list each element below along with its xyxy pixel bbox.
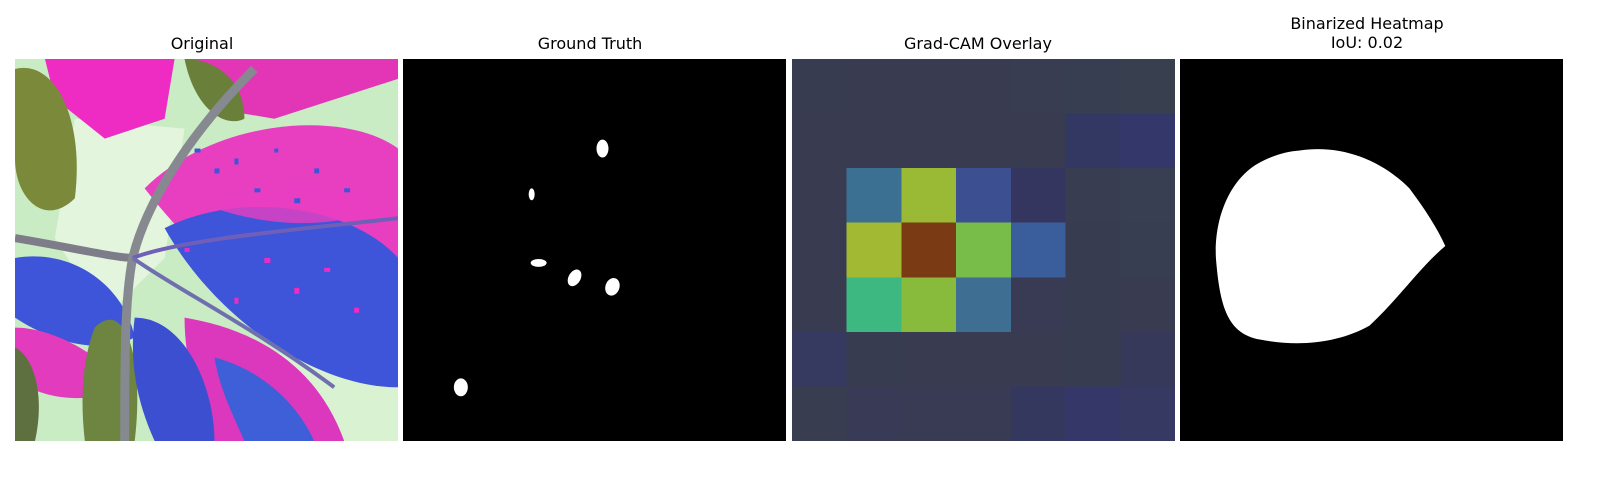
gradcam-cell bbox=[792, 59, 847, 114]
gradcam-cell bbox=[956, 277, 1011, 332]
gradcam-cell bbox=[1120, 222, 1175, 278]
gradcam-cell bbox=[1065, 277, 1121, 332]
gradcam-cell bbox=[1010, 113, 1066, 169]
gradcam-cell bbox=[901, 331, 957, 387]
gradcam-cell bbox=[956, 168, 1011, 223]
gradcam-cell bbox=[901, 59, 957, 114]
gradcam-cell bbox=[1120, 277, 1175, 332]
gradcam-cell bbox=[901, 277, 957, 332]
panel-title-ground-truth: Ground Truth bbox=[537, 34, 643, 53]
gradcam-cell bbox=[1065, 331, 1121, 387]
gradcam-cell bbox=[1120, 168, 1175, 223]
gradcam-cell bbox=[1065, 113, 1121, 169]
gradcam-cell bbox=[792, 331, 847, 387]
gradcam-cell bbox=[1010, 222, 1066, 278]
gradcam-cell bbox=[1010, 277, 1066, 332]
ground-truth-mask bbox=[403, 59, 786, 441]
gradcam-cell bbox=[1120, 59, 1175, 114]
gradcam-cell bbox=[1010, 59, 1066, 114]
gradcam-cell bbox=[1120, 331, 1175, 387]
gradcam-cell bbox=[846, 277, 902, 332]
gradcam-cell bbox=[956, 331, 1011, 387]
gradcam-cell bbox=[792, 277, 847, 332]
gradcam-cell bbox=[1010, 386, 1066, 441]
gradcam-cell bbox=[792, 113, 847, 169]
gradcam-cell bbox=[846, 331, 902, 387]
gradcam-cell bbox=[956, 59, 1011, 114]
panel-title-original: Original bbox=[170, 34, 234, 53]
gradcam-cell bbox=[792, 222, 847, 278]
gradcam-cell bbox=[1120, 113, 1175, 169]
gradcam-cell bbox=[956, 113, 1011, 169]
gradcam-cell bbox=[1010, 331, 1066, 387]
gradcam-cell bbox=[1010, 168, 1066, 223]
gradcam-cell bbox=[1065, 386, 1121, 441]
gradcam-cell bbox=[901, 222, 957, 278]
gradcam-cell bbox=[1120, 386, 1175, 441]
gradcam-cell bbox=[846, 386, 902, 441]
panel-title-gradcam: Grad-CAM Overlay bbox=[904, 34, 1052, 53]
gradcam-cell bbox=[792, 386, 847, 441]
gradcam-cell bbox=[846, 59, 902, 114]
panel-title-binarized: Binarized Heatmap IoU: 0.02 bbox=[1290, 14, 1444, 52]
gradcam-cell bbox=[1065, 168, 1121, 223]
gradcam-cell bbox=[846, 113, 902, 169]
gradcam-cell bbox=[1065, 59, 1121, 114]
gradcam-cell bbox=[792, 168, 847, 223]
gradcam-cell bbox=[1065, 222, 1121, 278]
binarized-heatmap bbox=[1180, 59, 1563, 441]
gradcam-cell bbox=[901, 386, 957, 441]
gradcam-cell bbox=[956, 386, 1011, 441]
gradcam-cell bbox=[846, 168, 902, 223]
gradcam-cell bbox=[846, 222, 902, 278]
gradcam-cell bbox=[956, 222, 1011, 278]
gradcam-cell bbox=[901, 168, 957, 223]
gradcam-overlay bbox=[792, 59, 1175, 441]
gradcam-cell bbox=[901, 113, 957, 169]
original-image bbox=[15, 59, 398, 441]
